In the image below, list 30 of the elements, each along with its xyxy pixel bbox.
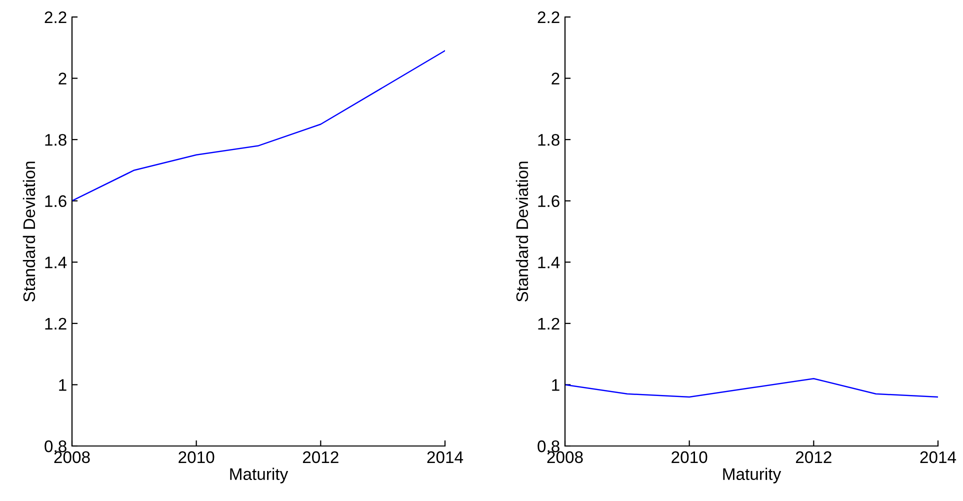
x-tick-label: 2014 [920,451,956,464]
x-tick-label: 2008 [54,451,90,464]
x-tick-label: 2012 [302,451,338,464]
y-axis-title: Standard Deviation [22,162,36,302]
x-axis-title: Maturity [230,468,288,484]
y-tick-label: 2.2 [44,11,66,24]
y-tick-label: 1.4 [538,256,560,268]
line-series [565,378,938,398]
y-tick-label: 1.8 [45,134,66,146]
y-tick-label: 1.2 [45,318,66,330]
x-axis-title: Maturity [723,468,782,484]
x-tick-label: 2010 [178,451,214,464]
x-tick-label: 2014 [427,451,464,464]
x-tick-label: 2008 [547,451,583,464]
y-tick-label: 1.2 [538,318,560,330]
y-tick-label: 1 [59,379,66,391]
y-tick-label: 1.6 [45,195,66,208]
x-tick-label: 2010 [672,451,708,464]
y-tick-label: 1.6 [538,195,560,208]
x-tick-label: 2012 [796,451,832,464]
y-tick-label: 2 [552,72,560,84]
y-tick-label: 1 [552,379,560,391]
line-series [72,50,445,202]
y-tick-label: 0.8 [44,440,66,452]
y-tick-label: 1.8 [538,134,560,146]
y-tick-label: 0.8 [538,440,560,452]
y-tick-label: 1.4 [45,256,67,268]
y-tick-label: 2 [58,72,66,84]
y-axis-title: Standard Deviation [516,162,528,302]
y-tick-label: 2.2 [538,11,560,24]
